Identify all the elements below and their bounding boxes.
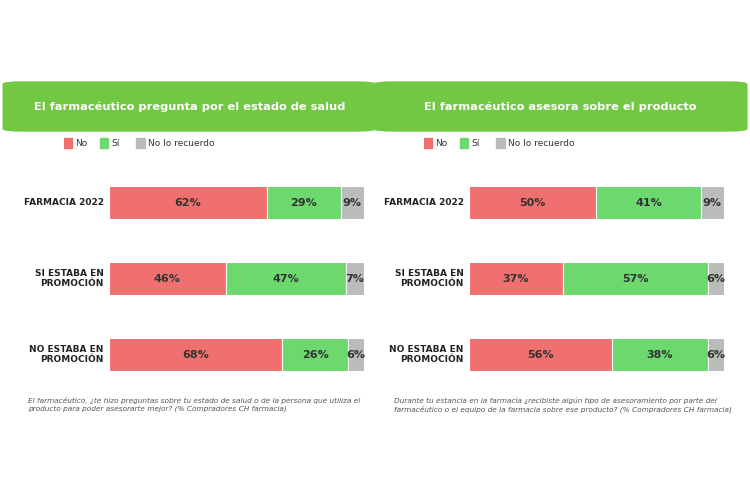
Text: 46%: 46% (154, 274, 181, 284)
Bar (469, 186, 596, 220)
Text: 41%: 41% (635, 198, 662, 208)
Text: FARMACIA 2022: FARMACIA 2022 (384, 198, 464, 207)
Text: 37%: 37% (503, 274, 530, 284)
FancyBboxPatch shape (2, 82, 376, 132)
Text: * Fuente: Shoppertec. Estudio Farma Shopper 2022 Multicanal: 12.750 encuestas a : * Fuente: Shoppertec. Estudio Farma Shop… (124, 467, 698, 473)
Bar (349, 338, 364, 372)
FancyBboxPatch shape (374, 82, 748, 132)
Bar (136, 138, 145, 148)
Text: 29%: 29% (290, 198, 317, 208)
Bar (340, 186, 364, 220)
Bar (709, 338, 724, 372)
Bar (469, 262, 563, 296)
Text: Insights & Solutions: Insights & Solutions (11, 482, 74, 486)
Text: SI ESTABA EN
PROMOCIÓN: SI ESTABA EN PROMOCIÓN (394, 269, 464, 288)
Text: El farmacéutico asesora sobre el producto: El farmacéutico asesora sobre el product… (424, 101, 697, 112)
Text: 38%: 38% (646, 350, 674, 360)
Text: El farmacéutico, ¿te hizo preguntas sobre tu estado de salud o de la persona que: El farmacéutico, ¿te hizo preguntas sobr… (28, 398, 361, 412)
Text: No: No (435, 138, 448, 147)
Bar (700, 186, 724, 220)
Text: No lo recuerdo: No lo recuerdo (148, 138, 214, 147)
Bar (100, 138, 108, 148)
Text: 9%: 9% (703, 198, 721, 208)
Text: No lo recuerdo: No lo recuerdo (508, 138, 574, 147)
Bar (460, 138, 468, 148)
Bar (424, 138, 432, 148)
Text: 56%: 56% (526, 350, 554, 360)
Text: 6%: 6% (706, 350, 725, 360)
Bar (282, 338, 349, 372)
Bar (611, 338, 709, 372)
Bar (709, 262, 724, 296)
Bar (109, 262, 226, 296)
Text: Sí: Sí (112, 138, 120, 147)
Text: 68%: 68% (182, 350, 209, 360)
Text: No: No (75, 138, 88, 147)
Text: 62%: 62% (175, 198, 201, 208)
Text: 26%: 26% (302, 350, 328, 360)
Bar (346, 262, 364, 296)
Text: FARMACIA 2022: FARMACIA 2022 (24, 198, 104, 207)
Text: NO ESTABA EN
PROMOCIÓN: NO ESTABA EN PROMOCIÓN (389, 345, 464, 364)
Bar (64, 138, 72, 148)
Text: NO ESTABA EN
PROMOCIÓN: NO ESTABA EN PROMOCIÓN (29, 345, 104, 364)
Text: shopperTec: shopperTec (11, 452, 92, 465)
Bar (226, 262, 346, 296)
Bar (563, 262, 709, 296)
Text: SI ESTABA EN
PROMOCIÓN: SI ESTABA EN PROMOCIÓN (34, 269, 104, 288)
Text: 9%: 9% (343, 198, 362, 208)
Bar (109, 186, 267, 220)
Text: 6%: 6% (706, 274, 725, 284)
Text: El farmacéutico pregunta por el estado de salud: El farmacéutico pregunta por el estado d… (34, 101, 345, 112)
Text: 7%: 7% (346, 274, 364, 284)
Bar (469, 338, 611, 372)
Bar (596, 186, 700, 220)
Bar (496, 138, 505, 148)
Text: 50%: 50% (519, 198, 546, 208)
Text: 57%: 57% (622, 274, 649, 284)
Text: Sí: Sí (472, 138, 480, 147)
Bar (267, 186, 340, 220)
Text: 6%: 6% (346, 350, 365, 360)
Bar (109, 338, 282, 372)
Text: Durante tu estancia en la farmacia ¿recibiste algún tipo de asesoramiento por pa: Durante tu estancia en la farmacia ¿reci… (394, 398, 731, 412)
Text: 47%: 47% (272, 274, 299, 284)
